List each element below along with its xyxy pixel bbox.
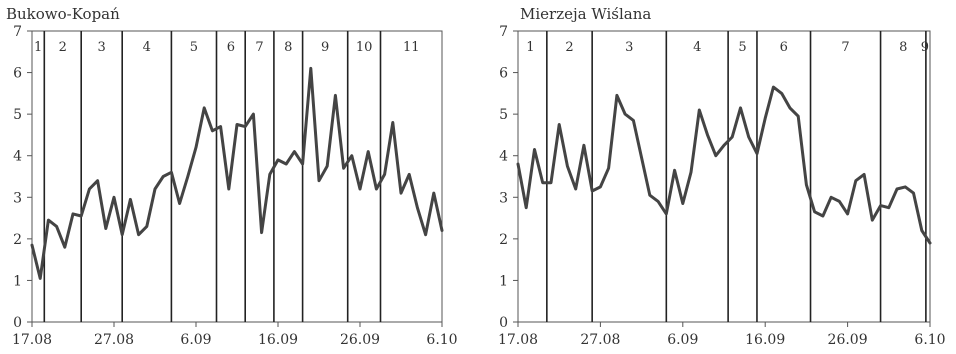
period-label: 11: [403, 40, 420, 55]
y-tick-label: 4: [13, 149, 22, 165]
chart-title: Mierzeja Wiślana: [520, 5, 651, 23]
period-label: 1: [526, 40, 534, 55]
y-tick-label: 3: [499, 190, 508, 206]
y-tick-label: 2: [499, 232, 508, 248]
chart-panel-bukowo: Bukowo-Kopań 0 1 2 3 4 5 6 7 17.08 27.08 6.09 16.09 2…: [0, 0, 470, 354]
period-label: 6: [780, 40, 788, 55]
x-tick-label: 27.08: [94, 332, 134, 348]
chart-panel-mierzeja: Mierzeja Wiślana 0 1 2 3 4 5 6 7 17.08 27.08 6.09 16…: [484, 0, 950, 354]
period-label: 8: [899, 40, 907, 55]
period-label: 2: [59, 40, 67, 55]
y-tick-label: 7: [499, 24, 508, 40]
y-tick-label: 6: [13, 66, 22, 82]
x-tick-label: 26.09: [828, 332, 868, 348]
x-tick-label: 26.09: [340, 332, 380, 348]
period-label: 10: [356, 40, 373, 55]
series-line-bukowo: [30, 66, 444, 280]
x-tick-label: 27.08: [580, 332, 620, 348]
y-tick-label: 5: [499, 107, 508, 123]
period-label: 2: [565, 40, 573, 55]
y-tick-label: 2: [13, 232, 22, 248]
x-tick-label: 17.08: [12, 332, 52, 348]
period-label: 1: [34, 40, 42, 55]
series-line-mierzeja: [516, 85, 932, 245]
y-tick-label: 3: [13, 190, 22, 206]
chart-title: Bukowo-Kopań: [6, 5, 120, 23]
x-tick-label: 16.09: [745, 332, 785, 348]
x-tick-label: 6.10: [914, 332, 945, 348]
period-label: 9: [321, 40, 329, 55]
y-tick-label: 6: [499, 66, 508, 82]
x-tick-label: 6.09: [667, 332, 698, 348]
period-label: 5: [190, 40, 198, 55]
plot-frame: [517, 30, 931, 323]
x-tick-label: 6.10: [426, 332, 457, 348]
x-tick-label: 17.08: [498, 332, 538, 348]
y-tick-label: 0: [13, 315, 22, 331]
period-label: 7: [841, 40, 849, 55]
y-tick-label: 5: [13, 107, 22, 123]
period-label: 7: [255, 40, 263, 55]
period-label: 3: [625, 40, 633, 55]
y-tick-label: 4: [499, 149, 508, 165]
period-label: 4: [143, 40, 151, 55]
x-tick-label: 16.09: [258, 332, 298, 348]
x-tick-label: 6.09: [180, 332, 211, 348]
period-label: 4: [693, 40, 701, 55]
plot-frame: [31, 30, 443, 323]
y-tick-label: 0: [499, 315, 508, 331]
period-label: 5: [738, 40, 746, 55]
period-label: 3: [98, 40, 106, 55]
period-label: 9: [921, 40, 929, 55]
y-tick-label: 1: [13, 273, 22, 289]
chart-bukowo: Bukowo-Kopań 0 1 2 3 4 5 6 7 17.08 27.08 6.09 16.09 2…: [6, 5, 458, 348]
y-tick-label: 1: [499, 273, 508, 289]
period-label: 6: [227, 40, 235, 55]
y-tick-label: 7: [13, 24, 22, 40]
period-label: 8: [284, 40, 292, 55]
